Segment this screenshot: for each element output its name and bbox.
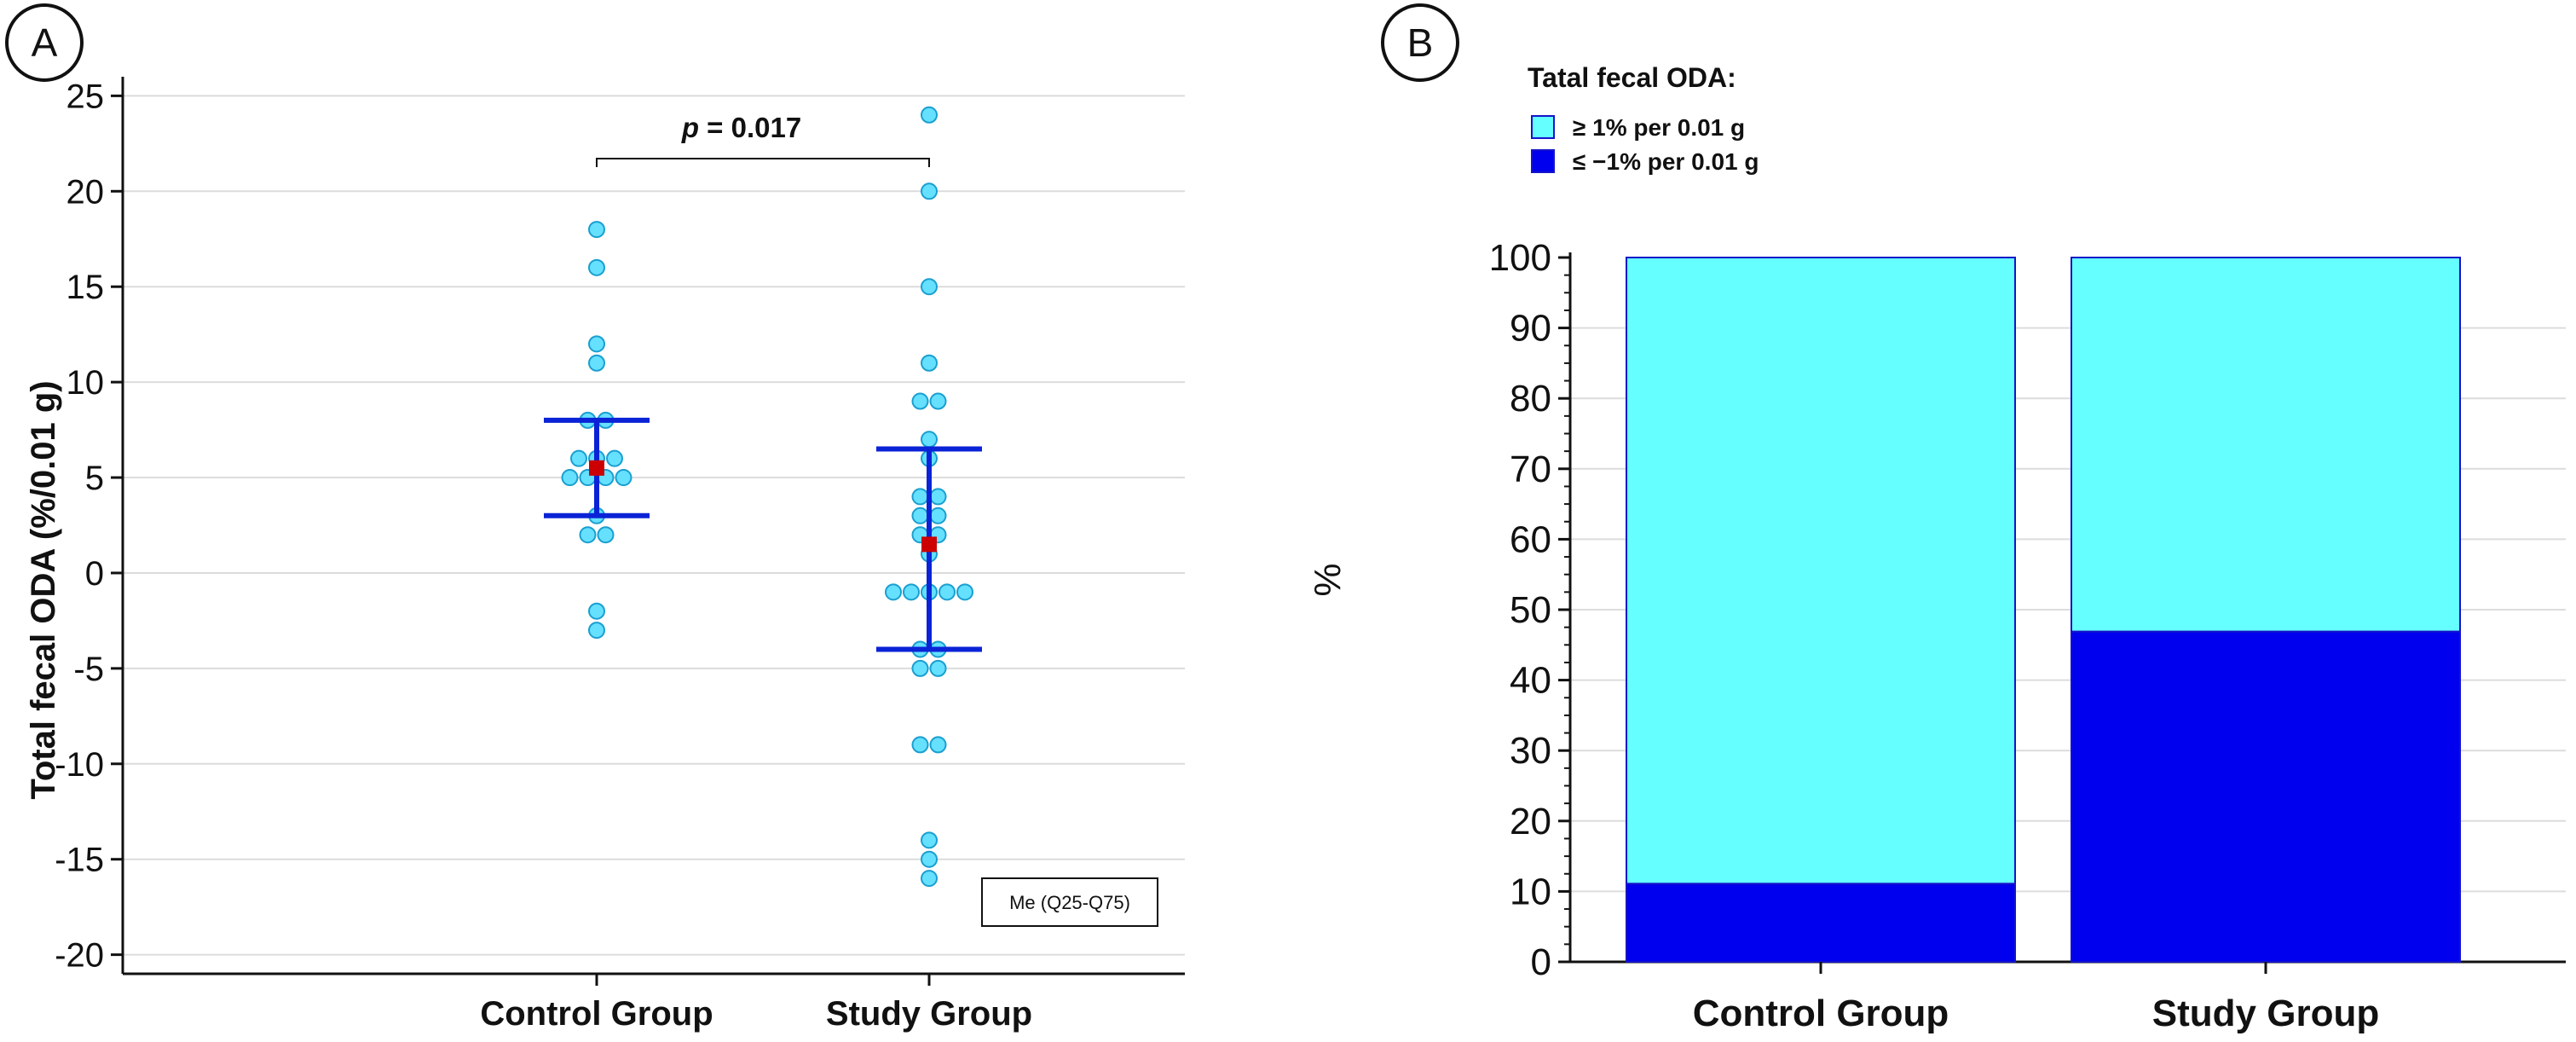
panel-a-label: A — [32, 20, 58, 65]
data-point — [588, 354, 605, 372]
data-point — [911, 659, 929, 677]
x-tick-label: Study Group — [826, 995, 1032, 1033]
data-point — [929, 659, 947, 677]
data-point — [921, 870, 938, 888]
y-tick-label: 0 — [1531, 941, 1551, 983]
data-point — [929, 488, 947, 506]
data-point — [561, 469, 579, 487]
y-tick-label: -10 — [55, 746, 104, 784]
bracket-line — [596, 158, 930, 167]
panel-a: A 25 20 15 10 5 0 -5 -10 -15 -20 Total fecal ODA … — [5, 3, 1185, 1033]
data-point — [911, 507, 929, 524]
data-point — [921, 182, 938, 200]
y-tick-label: 15 — [66, 269, 105, 306]
panel-a-badge — [5, 3, 84, 82]
y-tick-label: 20 — [1510, 801, 1551, 842]
panel-b-x-tick-labels: Control Group Study Group — [1693, 962, 2379, 1034]
data-point — [588, 602, 605, 620]
bar-segment-high — [2071, 257, 2461, 633]
y-tick-label: 30 — [1510, 730, 1551, 772]
data-point — [615, 469, 632, 487]
panel-a-median-iqr — [544, 417, 982, 652]
data-point — [911, 736, 929, 754]
x-tick-label: Control Group — [1693, 993, 1949, 1034]
y-tick-label: -5 — [73, 651, 104, 688]
data-point — [929, 392, 947, 410]
data-point — [588, 221, 605, 239]
panel-a-x-tick-labels: Control Group Study Group — [480, 974, 1032, 1033]
legend-box — [981, 877, 1158, 927]
y-tick-label: 25 — [66, 78, 105, 115]
y-tick-label: -15 — [55, 842, 104, 879]
median-marker — [921, 536, 937, 553]
significance-bracket — [596, 158, 930, 167]
data-point — [579, 526, 597, 544]
data-point — [606, 449, 623, 467]
data-point — [921, 278, 938, 296]
y-tick-label: 60 — [1510, 518, 1551, 560]
panel-b: B Tatal fecal ODA: ≥ 1% per 0.01 g ≤ −1%… — [1307, 3, 2566, 1034]
panel-b-badge — [1381, 3, 1459, 82]
y-tick-label: 10 — [66, 364, 105, 402]
data-point — [588, 258, 605, 276]
data-point — [921, 831, 938, 849]
legend-entry-high: ≥ 1% per 0.01 g — [1573, 114, 1745, 141]
y-tick-label: 20 — [66, 173, 105, 211]
y-tick-label: 50 — [1510, 589, 1551, 631]
data-point — [597, 526, 615, 544]
y-tick-label: 10 — [1510, 871, 1551, 912]
data-point — [570, 449, 587, 467]
data-point — [939, 583, 956, 601]
data-point — [929, 507, 947, 524]
data-point — [911, 392, 929, 410]
panel-b-bars — [1626, 257, 2461, 964]
y-tick-label: 100 — [1489, 237, 1551, 279]
data-point — [929, 736, 947, 754]
data-point — [588, 622, 605, 640]
panel-a-y-axis-label: Total fecal ODA (%/0.01 g) — [25, 380, 62, 799]
p-value-symbol: p — [681, 112, 699, 143]
panel-a-gridlines — [123, 95, 1185, 956]
legend-entry-low: ≤ −1% per 0.01 g — [1573, 148, 1759, 175]
p-value-annotation: p = 0.017 — [681, 112, 801, 143]
legend-swatch-cyan — [1531, 115, 1555, 139]
legend-title: Tatal fecal ODA: — [1528, 62, 1736, 93]
y-tick-label: 70 — [1510, 449, 1551, 490]
legend-text: Me (Q25-Q75) — [1009, 892, 1130, 913]
y-tick-label: 90 — [1510, 308, 1551, 350]
panel-a-axes — [121, 77, 1185, 975]
bar-segment-low — [2071, 630, 2461, 964]
data-point — [921, 431, 938, 449]
x-tick-label: Control Group — [480, 995, 713, 1033]
x-tick-label: Study Group — [2152, 993, 2379, 1034]
data-point — [956, 583, 973, 601]
data-point — [921, 106, 938, 124]
data-point — [885, 583, 902, 601]
panel-b-y-axis-label: % — [1307, 563, 1349, 596]
legend-swatch-blue — [1531, 149, 1555, 173]
bar-segment-low — [1626, 883, 2016, 963]
median-marker — [589, 460, 604, 476]
y-tick-label: 0 — [85, 555, 104, 593]
p-value-text: = 0.017 — [699, 112, 801, 143]
data-point — [903, 583, 920, 601]
y-tick-label: -20 — [55, 937, 104, 975]
y-tick-label: 80 — [1510, 378, 1551, 420]
y-tick-label: 5 — [85, 460, 104, 497]
data-point — [921, 850, 938, 868]
data-point — [921, 354, 938, 372]
data-point — [588, 335, 605, 353]
y-tick-label: 40 — [1510, 660, 1551, 702]
bar-segment-high — [1626, 257, 2016, 885]
panel-a-y-ticks: 25 20 15 10 5 0 -5 -10 -15 -20 — [55, 78, 123, 975]
panel-b-label: B — [1407, 20, 1434, 65]
data-point — [911, 488, 929, 506]
panel-a-data-points — [561, 106, 973, 888]
